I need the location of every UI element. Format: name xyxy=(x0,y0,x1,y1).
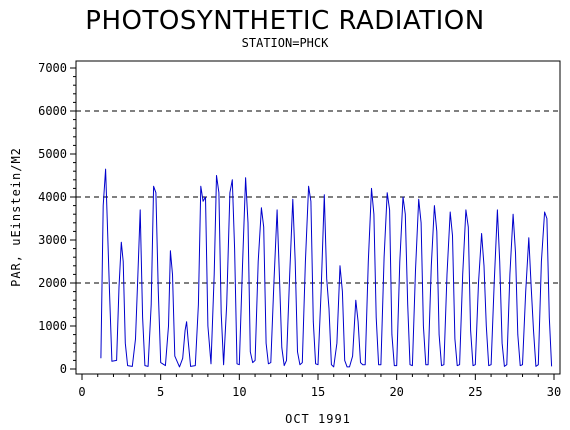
chart-title: PHOTOSYNTHETIC RADIATION xyxy=(85,6,484,36)
y-tick-label: 6000 xyxy=(38,104,67,118)
plot-frame xyxy=(75,60,561,375)
x-tick-label: 10 xyxy=(232,385,246,399)
series-layer xyxy=(100,168,553,368)
series-line-0 xyxy=(100,168,553,368)
x-tick-label: 15 xyxy=(311,385,325,399)
y-tick-label: 0 xyxy=(60,362,67,376)
y-axis: 0 1000 2000 3000 4000 5000 6000 7000 xyxy=(38,61,76,376)
x-tick-label: 5 xyxy=(157,385,164,399)
y-tick-label: 4000 xyxy=(38,190,67,204)
x-axis: 0 5 10 15 20 25 30 xyxy=(78,374,561,399)
chart-subtitle: STATION=PHCK xyxy=(242,36,329,50)
y-tick-label: 1000 xyxy=(38,319,67,333)
x-tick-label: 30 xyxy=(547,385,561,399)
x-axis-label: OCT 1991 xyxy=(285,412,351,426)
y-tick-label: 7000 xyxy=(38,61,67,75)
grid-lines xyxy=(76,110,560,284)
y-tick-label: 5000 xyxy=(38,147,67,161)
y-tick-label: 3000 xyxy=(38,233,67,247)
y-axis-label: PAR, uEinstein/M2 xyxy=(9,147,23,287)
y-tick-label: 2000 xyxy=(38,276,67,290)
x-tick-label: 0 xyxy=(78,385,85,399)
x-tick-label: 20 xyxy=(389,385,403,399)
x-tick-label: 25 xyxy=(468,385,482,399)
